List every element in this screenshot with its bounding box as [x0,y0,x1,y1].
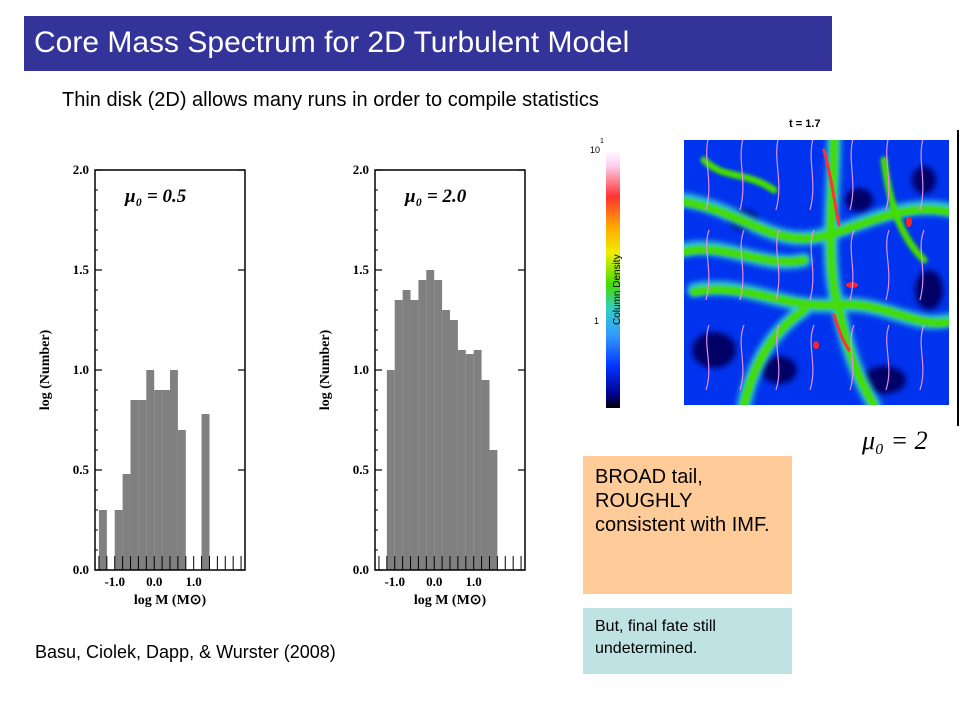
colorbar-label: Column Density [612,254,623,325]
y-tick-label: 1.5 [73,262,90,277]
note-broad-tail-text: BROAD tail, ROUGHLY consistent with IMF. [595,466,770,536]
histogram-mu-2-0: 0.0 0.5 1.0 1.5 2.0 -1.0 0.0 1.0 log M (M⊙) log (… [315,160,545,615]
panel-label: μ₀ = 2.0 [404,186,467,207]
title-bar: Core Mass Spectrum for 2D Turbulent Mode… [24,16,832,71]
y-axis-label: log (Number) [318,329,333,410]
x-tick-label: -1.0 [104,574,125,589]
subtitle: Thin disk (2D) allows many runs in order… [62,89,599,111]
colorbar-gradient [606,150,620,408]
histogram-bar [154,390,163,570]
histogram-bar [410,300,419,570]
histogram-bar [146,370,155,570]
histogram-bar [426,270,435,570]
y-tick-label: 1.0 [73,362,89,377]
histogram-bar [386,370,395,570]
histogram-bar [457,350,466,570]
x-axis-label: log M (M⊙) [414,593,487,608]
x-tick-label: 0.0 [146,574,162,589]
colorbar-tick-bottom: 1 [594,316,600,326]
x-tick-label: 1.0 [186,574,202,589]
colorbar: 101 1 Column Density [586,130,666,410]
x-tick-label: -1.0 [384,574,405,589]
histogram-bar [465,354,474,570]
histogram-bar [418,280,427,570]
histogram-bar [177,430,186,570]
y-tick-label: 0.5 [73,462,90,477]
histogram-svg: 0.0 0.5 1.0 1.5 2.0 -1.0 0.0 1.0 log M (M⊙) log (… [38,162,246,608]
page-title: Core Mass Spectrum for 2D Turbulent Mode… [34,26,630,59]
histogram-mu-0-5: 0.0 0.5 1.0 1.5 2.0 -1.0 0.0 1.0 log M (M⊙) log (… [35,160,265,615]
histogram-bar [114,510,123,570]
histogram-bar [442,310,450,570]
column-density-map [684,140,949,405]
colorbar-tick-top: 101 [590,138,604,155]
histogram-bar [402,290,411,570]
x-tick-label: 0.0 [426,574,442,589]
citation: Basu, Ciolek, Dapp, & Wurster (2008) [35,642,336,662]
y-tick-label: 2.0 [73,162,89,177]
histogram-bar [489,450,498,570]
histogram-bar [394,300,403,570]
y-tick-label: 1.5 [353,262,370,277]
y-tick-label: 2.0 [353,162,369,177]
histogram-bar [473,350,482,570]
histogram-bar [170,370,178,570]
x-axis-label: log M (M⊙) [134,593,207,608]
histogram-bar [481,380,490,570]
y-tick-label: 1.0 [353,362,369,377]
simulation-panel: t = 1.7 [684,118,960,438]
histogram-bar [201,414,210,570]
parameter-equation: μ₀ = 2 [862,426,928,455]
note-final-fate-text: But, final fate still undetermined. [595,618,716,657]
note-final-fate: But, final fate still undetermined. [583,608,792,674]
panel-label: μ₀ = 0.5 [124,186,187,207]
histogram-bar [450,320,458,570]
frame-right-edge [957,130,959,426]
y-tick-label: 0.0 [353,562,369,577]
x-tick-label: 1.0 [466,574,482,589]
histogram-bar [434,280,443,570]
histogram-bar [130,400,139,570]
y-tick-label: 0.5 [353,462,370,477]
note-broad-tail: BROAD tail, ROUGHLY consistent with IMF. [583,456,792,594]
histogram-bar [162,390,170,570]
histogram-bar [138,400,147,570]
time-label: t = 1.7 [789,118,821,130]
y-axis-label: log (Number) [38,329,53,410]
histogram-bar [98,510,107,570]
y-tick-label: 0.0 [73,562,89,577]
histogram-bar [122,474,131,570]
histogram-svg: 0.0 0.5 1.0 1.5 2.0 -1.0 0.0 1.0 log M (M⊙) log (… [318,162,526,608]
